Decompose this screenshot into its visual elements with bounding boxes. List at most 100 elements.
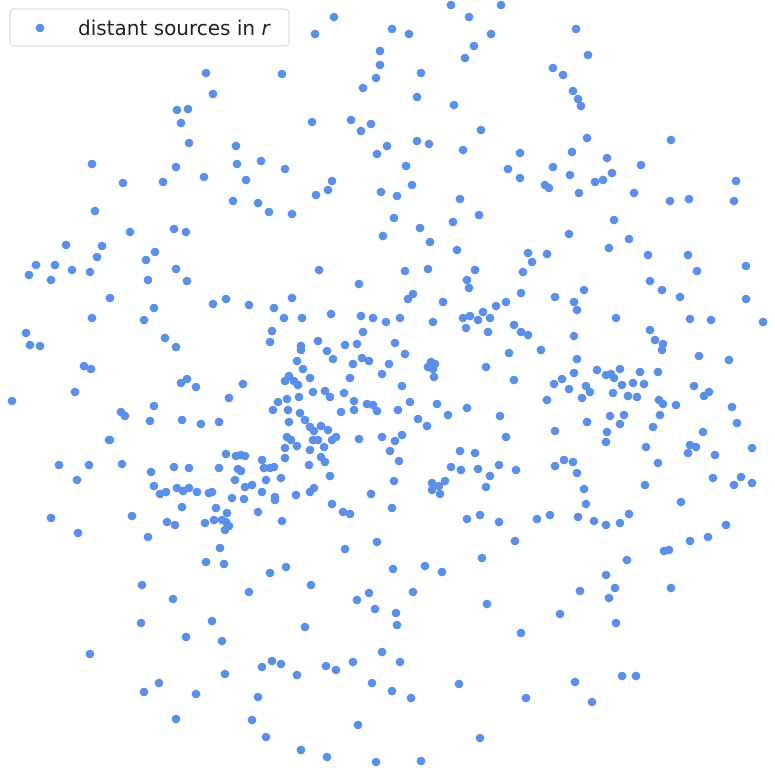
data-point bbox=[358, 83, 368, 93]
data-point bbox=[356, 311, 366, 321]
data-point bbox=[253, 198, 263, 208]
data-point bbox=[253, 692, 263, 702]
data-point bbox=[425, 237, 435, 247]
data-point bbox=[394, 456, 404, 466]
data-point bbox=[579, 285, 589, 295]
data-point bbox=[645, 276, 655, 286]
data-point bbox=[259, 463, 269, 473]
data-point bbox=[395, 657, 405, 667]
data-point bbox=[570, 677, 580, 687]
data-point bbox=[710, 450, 720, 460]
data-point bbox=[384, 359, 394, 369]
data-point bbox=[339, 388, 349, 398]
data-point bbox=[298, 364, 308, 374]
data-point bbox=[521, 693, 531, 703]
data-point bbox=[381, 317, 391, 327]
data-point bbox=[729, 196, 739, 206]
data-point bbox=[703, 532, 713, 542]
data-point bbox=[636, 160, 646, 170]
data-point bbox=[518, 267, 528, 277]
data-point bbox=[727, 402, 737, 412]
data-point bbox=[117, 459, 127, 469]
data-point bbox=[387, 686, 397, 696]
data-point bbox=[261, 732, 271, 742]
data-point bbox=[295, 408, 305, 418]
data-point bbox=[372, 406, 382, 416]
data-point bbox=[395, 313, 405, 323]
data-point bbox=[338, 507, 348, 517]
data-point bbox=[548, 162, 558, 172]
data-point bbox=[370, 604, 380, 614]
data-point bbox=[227, 493, 237, 503]
data-point bbox=[268, 405, 278, 415]
data-point bbox=[280, 443, 290, 453]
data-point bbox=[731, 176, 741, 186]
data-point bbox=[25, 340, 35, 350]
legend-label-main: distant sources in bbox=[78, 16, 261, 40]
data-point bbox=[397, 430, 407, 440]
data-point bbox=[292, 356, 302, 366]
data-point bbox=[87, 313, 97, 323]
data-point bbox=[477, 553, 487, 563]
data-point bbox=[211, 503, 221, 513]
data-point bbox=[171, 162, 181, 172]
data-point bbox=[84, 460, 94, 470]
data-point bbox=[464, 12, 474, 22]
data-point bbox=[308, 387, 318, 397]
data-point bbox=[320, 386, 330, 396]
data-point bbox=[615, 518, 625, 528]
data-point bbox=[542, 249, 552, 259]
data-point bbox=[85, 649, 95, 659]
data-point bbox=[615, 364, 625, 374]
data-point bbox=[611, 618, 621, 628]
data-point bbox=[247, 480, 257, 490]
data-point bbox=[352, 595, 362, 605]
data-point bbox=[666, 583, 676, 593]
data-point bbox=[474, 210, 484, 220]
data-point bbox=[308, 435, 318, 445]
data-point bbox=[557, 374, 567, 384]
data-point bbox=[565, 170, 575, 180]
data-point bbox=[297, 313, 307, 323]
data-point bbox=[691, 442, 701, 452]
data-point bbox=[325, 471, 335, 481]
data-point bbox=[241, 175, 251, 185]
data-point bbox=[619, 410, 629, 420]
data-point bbox=[585, 387, 595, 397]
data-point bbox=[392, 620, 402, 630]
data-point bbox=[169, 224, 179, 234]
data-point bbox=[375, 60, 385, 70]
data-point bbox=[610, 583, 620, 593]
data-point bbox=[491, 301, 501, 311]
data-point bbox=[244, 300, 254, 310]
data-point bbox=[671, 400, 681, 410]
data-point bbox=[87, 159, 97, 169]
data-point bbox=[244, 587, 254, 597]
data-point bbox=[239, 494, 249, 504]
data-point bbox=[758, 317, 768, 327]
data-point bbox=[648, 422, 658, 432]
data-point bbox=[397, 381, 407, 391]
data-point bbox=[406, 693, 416, 703]
data-point bbox=[615, 419, 625, 429]
data-point bbox=[150, 247, 160, 257]
data-point bbox=[699, 391, 709, 401]
data-point bbox=[544, 183, 554, 193]
data-point bbox=[326, 309, 336, 319]
data-point bbox=[416, 68, 426, 78]
data-point bbox=[516, 327, 526, 337]
data-point bbox=[404, 29, 414, 39]
data-point bbox=[127, 511, 137, 521]
data-point bbox=[327, 499, 337, 509]
data-point bbox=[415, 223, 425, 233]
data-point bbox=[504, 348, 514, 358]
data-point bbox=[307, 117, 317, 127]
data-point bbox=[358, 327, 368, 337]
data-point bbox=[322, 752, 332, 762]
data-point bbox=[287, 209, 297, 219]
data-point bbox=[214, 417, 224, 427]
data-point bbox=[400, 349, 410, 359]
data-point bbox=[7, 396, 17, 406]
data-point bbox=[236, 466, 246, 476]
legend: distant sources in r bbox=[9, 8, 290, 47]
